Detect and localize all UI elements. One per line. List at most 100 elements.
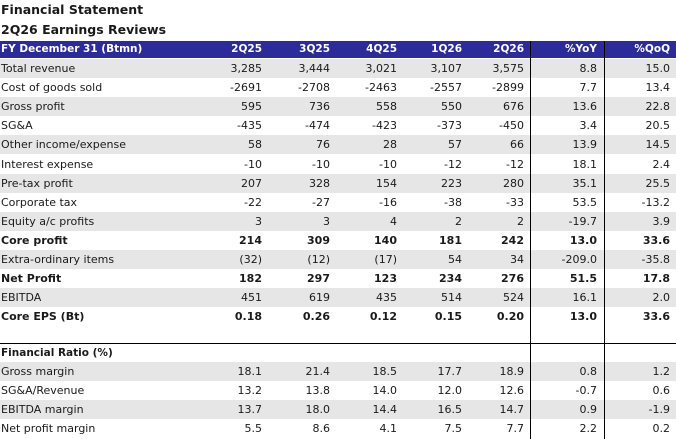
table-row: Total revenue 3,285 3,444 3,021 3,107 3,575 8.…: [0, 59, 676, 78]
cell-3q25: 18.0: [305, 403, 331, 417]
table-row: Interest expense -10 -10 -10 -12 -12 18.1 2.4: [0, 155, 676, 174]
cell-2q25: 13.2: [237, 384, 263, 398]
cell-1q26: 17.7: [437, 365, 463, 378]
cell-2q26: 18.9: [499, 365, 525, 378]
cell-qoq: -35.8: [641, 253, 670, 266]
cell-3q25: 309: [307, 233, 330, 247]
cell-2q25: -435: [237, 119, 262, 133]
cell-1q26: 234: [439, 272, 462, 286]
cell-4q25: -16: [379, 195, 397, 209]
cell-3q25: 13.8: [305, 384, 331, 398]
cell-2q26: 676: [503, 100, 524, 114]
cell-2q25: 0.18: [234, 310, 262, 324]
cell-4q25: 3,021: [365, 62, 398, 75]
cell-yoy: 53.5: [572, 195, 598, 209]
cell-3q25: -27: [312, 195, 330, 209]
cell-2q26: 0.20: [496, 310, 524, 324]
cell-2q26: 3,575: [492, 62, 525, 75]
cell-4q25: 18.5: [372, 365, 398, 378]
document-subtitle: 2Q26 Earnings Reviews: [1, 22, 167, 37]
cell-4q25: 154: [376, 176, 397, 190]
cell-4q25: 4.1: [379, 422, 398, 436]
row-label: Core profit: [1, 233, 68, 247]
cell-yoy: 3.4: [579, 119, 598, 133]
cell-qoq: 17.8: [642, 272, 670, 286]
row-label: Equity a/c profits: [1, 214, 95, 228]
cell-qoq: 20.5: [645, 119, 671, 133]
cell-2q26: -2899: [492, 81, 524, 95]
cell-3q25: -2708: [298, 81, 330, 95]
cell-qoq: 33.6: [642, 310, 670, 324]
table-row: Pre-tax profit 207 328 154 223 280 35.1 25.5: [0, 173, 676, 193]
cell-yoy: 13.6: [572, 100, 598, 114]
cell-4q25: 123: [374, 272, 397, 286]
row-label: Core EPS (Bt): [1, 310, 85, 324]
cell-2q26: 14.7: [499, 403, 525, 417]
cell-3q25: 328: [309, 176, 330, 190]
cell-3q25: (12): [307, 253, 330, 266]
section-divider: [0, 343, 676, 344]
cell-4q25: 558: [376, 100, 397, 114]
cell-qoq: -1.9: [648, 403, 670, 417]
cell-1q26: -2557: [430, 81, 462, 95]
cell-qoq: 15.0: [645, 62, 671, 75]
row-label: Interest expense: [1, 157, 94, 171]
cell-2q25: 595: [241, 100, 262, 114]
cell-1q26: 16.5: [437, 403, 463, 417]
header-cell-4q25: 4Q25: [366, 43, 397, 55]
cell-yoy: 0.9: [579, 403, 598, 417]
row-label: Pre-tax profit: [1, 176, 73, 190]
cell-qoq: 33.6: [642, 233, 670, 247]
ratio-row: Gross margin 18.1 21.4 18.5 17.7 18.9 0.8 1.2: [0, 362, 676, 381]
cell-yoy: 35.1: [572, 176, 598, 190]
cell-2q25: -2691: [230, 81, 262, 95]
cell-4q25: 14.0: [372, 384, 398, 398]
cell-1q26: -12: [444, 157, 462, 171]
cell-qoq: 2.4: [652, 157, 671, 171]
row-label: Gross profit: [1, 100, 65, 114]
cell-yoy: 16.1: [572, 291, 598, 305]
table-row: Gross profit 595 736 558 550 676 13.6 22.8: [0, 97, 676, 117]
cell-1q26: -373: [437, 119, 462, 133]
row-label: EBITDA margin: [1, 403, 84, 417]
cell-2q25: 3: [255, 214, 262, 228]
cell-2q25: 214: [239, 233, 262, 247]
cell-1q26: 550: [441, 100, 462, 114]
ratio-section-title: Financial Ratio (%): [1, 347, 113, 359]
ratio-row: SG&A/Revenue 13.2 13.8 14.0 12.0 12.6 -0.7 0.6: [0, 381, 676, 400]
cell-4q25: -423: [372, 119, 397, 133]
cell-2q25: 13.7: [237, 403, 263, 417]
cell-qoq: 0.6: [652, 384, 671, 398]
row-label: EBITDA: [1, 291, 42, 305]
table-row: Core EPS (Bt) 0.18 0.26 0.12 0.15 0.20 13.0 33.…: [0, 307, 676, 326]
cell-3q25: 3: [323, 214, 330, 228]
cell-qoq: 2.0: [652, 291, 671, 305]
cell-4q25: 140: [374, 233, 397, 247]
cell-qoq: 0.2: [652, 422, 671, 436]
cell-1q26: 3,107: [430, 62, 463, 75]
cell-2q25: (32): [239, 253, 262, 266]
cell-2q26: 242: [501, 233, 524, 247]
cell-qoq: 22.8: [645, 100, 671, 114]
cell-yoy: 18.1: [572, 157, 598, 171]
cell-yoy: 51.5: [569, 272, 597, 286]
cell-2q26: 524: [503, 291, 524, 305]
table-row: Corporate tax -22 -27 -16 -38 -33 53.5 -13.2: [0, 193, 676, 212]
cell-yoy: 0.8: [579, 365, 598, 378]
cell-4q25: 4: [390, 214, 397, 228]
cell-3q25: 619: [309, 291, 330, 305]
cell-yoy: -0.7: [575, 384, 597, 398]
cell-1q26: 57: [448, 138, 462, 152]
cell-2q25: 58: [248, 138, 262, 152]
cell-2q25: 5.5: [244, 422, 263, 436]
table-row: Net Profit 182 297 123 234 276 51.5 17.8: [0, 269, 676, 288]
row-label: Other income/expense: [1, 138, 127, 152]
cell-1q26: 12.0: [437, 384, 463, 398]
header-cell-label: FY December 31 (Btmn): [1, 43, 143, 55]
cell-3q25: 21.4: [305, 365, 331, 378]
cell-2q25: -22: [244, 195, 262, 209]
header-cell-yoy: %YoY: [565, 43, 597, 55]
cell-3q25: -10: [312, 157, 330, 171]
cell-qoq: 14.5: [645, 138, 671, 152]
table-row: Core profit 214 309 140 181 242 13.0 33.6: [0, 231, 676, 250]
